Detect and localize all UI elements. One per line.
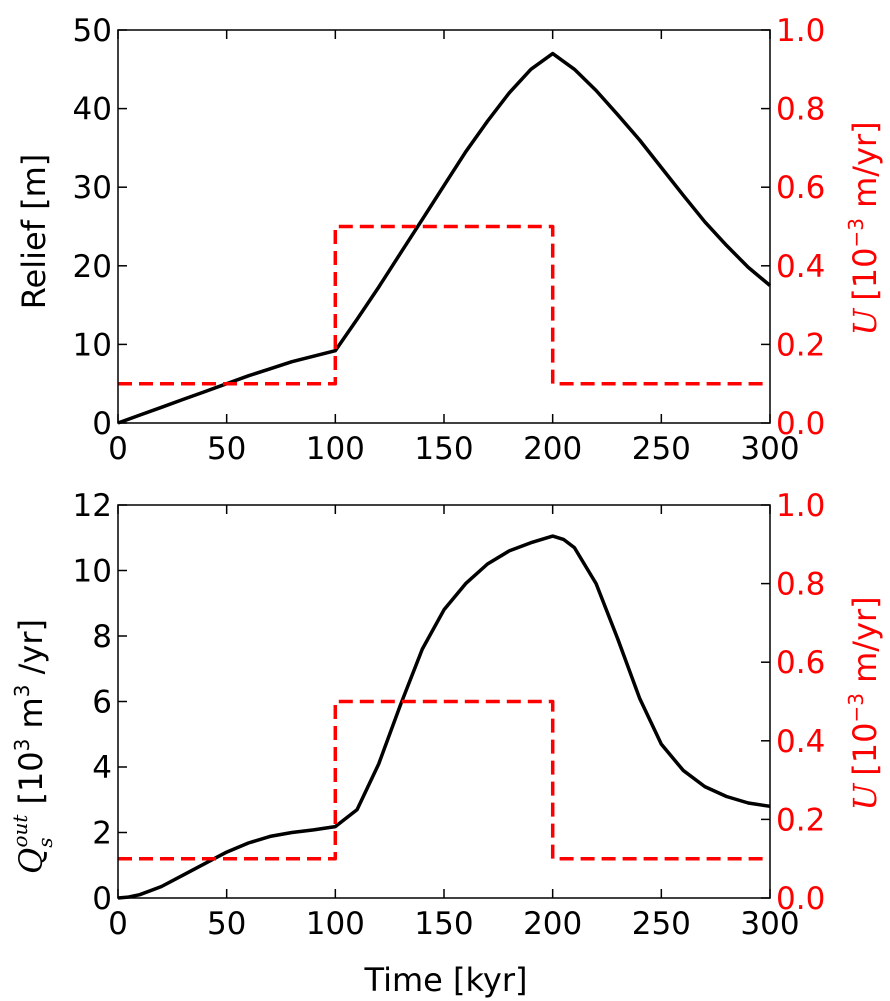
flux-x-tick-label: 100 [306, 906, 365, 942]
relief-y-tick-label: 50 [73, 13, 112, 49]
flux-y-tick-label: 10 [73, 554, 112, 590]
flux-uplift-axis-label: U[10−3 m/yr] [844, 596, 884, 810]
relief-uplift-axis-label: U[10−3 m/yr] [844, 121, 884, 335]
flux-series-layer [117, 534, 771, 900]
relief-y-axis-label: Relief [m] [15, 154, 53, 310]
relief-y-tick-label: 0 [92, 406, 112, 442]
relief-x-tick-label: 300 [740, 431, 799, 467]
relief-series-layer [117, 51, 772, 425]
flux-x-tick-label: 50 [207, 906, 246, 942]
flux-y-axis-label: Qsout[103 m3 /yr] [8, 619, 57, 874]
relief-uplift-tick-label: 1.0 [776, 13, 825, 49]
relief-uplift-tick-label: 0.8 [776, 92, 825, 128]
relief-uplift-tick-label: 0.6 [776, 170, 825, 206]
flux-uplift-tick-label: 0.2 [776, 802, 825, 838]
flux-y-tick-label: 12 [73, 488, 112, 524]
flux-uplift-tick-label: 0.4 [776, 724, 825, 760]
relief-ticks-layer: 0 50 100 150 200 250 300 0 10 20 30 40 50 0.0 0.2 0.4 0.… [73, 13, 826, 467]
relief-y-tick-label: 30 [73, 170, 112, 206]
relief-uplift-tick-label: 0.0 [776, 406, 825, 442]
flux-uplift-series-line [118, 699, 770, 861]
relief-x-tick-label: 150 [414, 431, 473, 467]
flux-x-tick-label: 200 [523, 906, 582, 942]
flux-ticks-layer: 0 50 100 150 200 250 300 0 2 4 6 8 10 12 0.0 0.2 0.4 0.6 0… [73, 488, 826, 942]
flux-x-tick-label: 300 [740, 906, 799, 942]
flux-y-tick-label: 8 [92, 619, 112, 655]
relief-uplift-series-line [118, 224, 770, 386]
flux-uplift-tick-label: 1.0 [776, 488, 825, 524]
relief-y-tick-label: 20 [73, 249, 112, 285]
flux-y-tick-label: 4 [92, 750, 112, 786]
relief-uplift-tick-label: 0.2 [776, 327, 825, 363]
flux-main-series-line [117, 534, 771, 900]
flux-y-tick-label: 0 [92, 881, 112, 917]
relief-x-tick-label: 100 [306, 431, 365, 467]
flux-y-tick-label: 2 [92, 816, 112, 852]
flux-x-tick-label: 250 [632, 906, 691, 942]
flux-x-tick-label: 0 [108, 906, 128, 942]
sediment-flux-panel: 0 50 100 150 200 250 300 0 2 4 6 8 10 12 0.0 0.2 0.4 0.6 0… [8, 488, 884, 942]
flux-x-tick-label: 150 [414, 906, 473, 942]
flux-uplift-tick-label: 0.0 [776, 881, 825, 917]
relief-y-tick-label: 10 [73, 327, 112, 363]
relief-uplift-tick-label: 0.4 [776, 249, 825, 285]
relief-x-tick-label: 200 [523, 431, 582, 467]
relief-x-tick-label: 0 [108, 431, 128, 467]
relief-y-tick-label: 40 [73, 92, 112, 128]
relief-panel: 0 50 100 150 200 250 300 0 10 20 30 40 50 0.0 0.2 0.4 0.… [15, 13, 884, 467]
relief-x-tick-label: 50 [207, 431, 246, 467]
flux-uplift-tick-label: 0.6 [776, 645, 825, 681]
flux-uplift-tick-label: 0.8 [776, 567, 825, 603]
relief-main-series-line [117, 51, 772, 425]
relief-x-tick-label: 250 [632, 431, 691, 467]
flux-y-tick-label: 6 [92, 685, 112, 721]
time-axis-label: Time [kyr] [364, 961, 528, 999]
